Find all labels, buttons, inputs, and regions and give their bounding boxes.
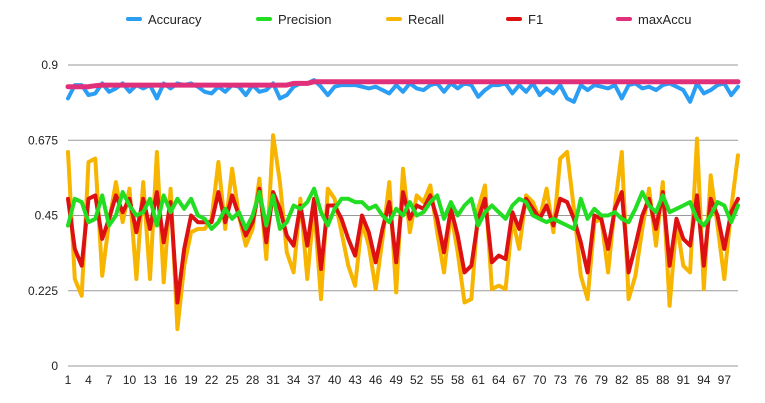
x-tick-label: 94	[697, 373, 711, 387]
series-line-precision	[66, 186, 740, 231]
x-tick-label: 52	[410, 373, 424, 387]
x-tick-label: 79	[595, 373, 609, 387]
x-tick-label: 19	[184, 373, 198, 387]
x-tick-label: 88	[656, 373, 670, 387]
y-tick-label: 0	[51, 359, 58, 373]
x-tick-label: 85	[636, 373, 650, 387]
x-tick-label: 82	[615, 373, 629, 387]
x-tick-label: 13	[143, 373, 157, 387]
x-tick-label: 70	[533, 373, 547, 387]
x-tick-label: 34	[287, 373, 301, 387]
y-tick-label: 0.45	[35, 209, 59, 223]
x-tick-label: 97	[718, 373, 732, 387]
x-tick-label: 7	[106, 373, 113, 387]
x-axis-ticks: 1 4 7 10 13 16 19 22 25 28 31 34 37 40 43 46 49 52 55 58 61 6…	[65, 373, 732, 387]
x-tick-label: 64	[492, 373, 506, 387]
y-tick-label: 0.225	[28, 284, 58, 298]
x-tick-label: 58	[451, 373, 465, 387]
x-tick-label: 16	[164, 373, 178, 387]
x-tick-label: 1	[65, 373, 72, 387]
x-tick-label: 37	[307, 373, 321, 387]
x-tick-label: 55	[431, 373, 445, 387]
series-lines	[65, 78, 741, 332]
x-tick-label: 91	[677, 373, 691, 387]
x-tick-label: 25	[225, 373, 239, 387]
y-axis-ticks: 0 0.225 0.45 0.675 0.9	[28, 58, 58, 373]
x-tick-label: 73	[554, 373, 568, 387]
x-tick-label: 22	[205, 373, 219, 387]
legend-label-recall: Recall	[408, 12, 444, 27]
x-tick-label: 43	[348, 373, 362, 387]
chart-legend: Accuracy Precision Recall F1 maxAccu	[126, 12, 691, 27]
x-tick-label: 4	[85, 373, 92, 387]
x-tick-label: 40	[328, 373, 342, 387]
series-line-f1	[66, 186, 740, 305]
x-tick-label: 76	[574, 373, 588, 387]
legend-label-accuracy: Accuracy	[148, 12, 202, 27]
x-tick-label: 46	[369, 373, 383, 387]
series-line-maxaccu	[65, 79, 741, 90]
x-tick-label: 67	[513, 373, 527, 387]
legend-label-f1: F1	[528, 12, 543, 27]
x-tick-label: 10	[123, 373, 137, 387]
legend-label-precision: Precision	[278, 12, 331, 27]
legend-label-maxaccu: maxAccu	[638, 12, 691, 27]
x-tick-label: 61	[472, 373, 486, 387]
x-tick-label: 31	[266, 373, 280, 387]
y-tick-label: 0.675	[28, 133, 58, 147]
x-tick-label: 28	[246, 373, 260, 387]
y-tick-label: 0.9	[41, 58, 58, 72]
x-tick-label: 49	[389, 373, 403, 387]
